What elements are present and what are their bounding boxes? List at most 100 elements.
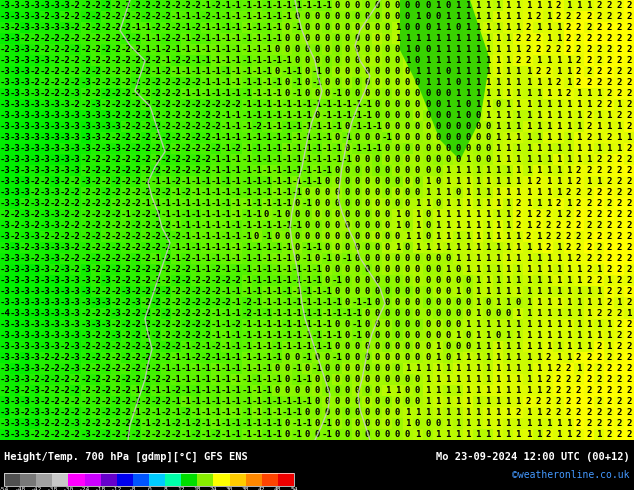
Text: 0: 0 (395, 100, 400, 109)
Text: -1: -1 (302, 254, 313, 263)
Text: -2: -2 (131, 364, 141, 373)
Text: 2: 2 (606, 23, 612, 32)
Bar (533, 275, 543, 286)
Bar (242, 165, 252, 176)
Text: -1: -1 (241, 89, 252, 98)
Bar (584, 330, 594, 341)
Bar (362, 33, 372, 44)
Text: -1: -1 (292, 78, 302, 87)
Text: -2: -2 (171, 1, 181, 10)
Bar (151, 77, 161, 88)
Text: -2: -2 (70, 100, 81, 109)
Bar (624, 165, 634, 176)
Text: -1: -1 (292, 265, 302, 274)
Text: -3: -3 (110, 309, 121, 318)
Bar (81, 220, 91, 231)
Text: -2: -2 (80, 342, 91, 351)
Text: -2: -2 (151, 188, 162, 197)
Bar (111, 110, 120, 121)
Text: 2: 2 (576, 397, 581, 406)
Text: 0: 0 (344, 232, 350, 241)
Bar (181, 242, 191, 253)
Text: 0: 0 (335, 342, 340, 351)
Text: 1: 1 (415, 364, 420, 373)
Bar (413, 22, 423, 33)
Bar (553, 110, 564, 121)
Bar (262, 319, 272, 330)
Text: 0: 0 (284, 45, 290, 54)
Text: -1: -1 (281, 177, 292, 186)
Bar (84, 473, 101, 486)
Bar (141, 66, 151, 77)
Text: 1: 1 (435, 210, 441, 219)
Bar (463, 286, 473, 297)
Bar (514, 66, 523, 77)
Bar (60, 308, 70, 319)
Bar (161, 154, 171, 165)
Text: -1: -1 (281, 342, 292, 351)
Bar (342, 220, 353, 231)
Text: -1: -1 (221, 419, 232, 428)
Bar (30, 22, 40, 33)
Bar (372, 110, 382, 121)
Bar (81, 165, 91, 176)
Bar (70, 88, 81, 99)
Text: -1: -1 (201, 342, 212, 351)
Text: 2: 2 (566, 188, 571, 197)
Bar (322, 330, 332, 341)
Text: -1: -1 (191, 408, 202, 417)
Bar (332, 33, 342, 44)
Text: -2: -2 (171, 100, 181, 109)
Text: 0: 0 (385, 199, 390, 208)
Text: -1: -1 (201, 210, 212, 219)
Text: -1: -1 (261, 397, 272, 406)
Bar (503, 330, 514, 341)
Text: -2: -2 (110, 210, 121, 219)
Bar (312, 176, 322, 187)
Bar (493, 132, 503, 143)
Text: -3: -3 (0, 287, 10, 296)
Bar (604, 297, 614, 308)
Text: 0: 0 (304, 78, 309, 87)
Bar (423, 165, 433, 176)
Text: -1: -1 (221, 89, 232, 98)
Text: -1: -1 (251, 309, 262, 318)
Bar (503, 44, 514, 55)
Bar (413, 297, 423, 308)
Bar (30, 264, 40, 275)
Text: -3: -3 (80, 320, 91, 329)
Bar (101, 429, 111, 440)
Bar (111, 154, 120, 165)
Text: -2: -2 (80, 243, 91, 252)
Bar (564, 110, 574, 121)
Text: -1: -1 (362, 111, 373, 120)
Text: -1: -1 (251, 188, 262, 197)
Bar (20, 143, 30, 154)
Text: -2: -2 (181, 144, 191, 153)
Bar (584, 264, 594, 275)
Text: 0: 0 (435, 89, 441, 98)
Bar (281, 429, 292, 440)
Bar (624, 198, 634, 209)
Text: 0: 0 (354, 243, 360, 252)
Text: 1: 1 (495, 232, 501, 241)
Bar (413, 374, 423, 385)
Text: -2: -2 (50, 419, 61, 428)
Bar (543, 418, 553, 429)
Text: -2: -2 (141, 89, 152, 98)
Text: 0: 0 (465, 309, 470, 318)
Bar (463, 242, 473, 253)
Text: 1: 1 (465, 188, 470, 197)
Text: -2: -2 (100, 45, 111, 54)
Text: -3: -3 (50, 243, 61, 252)
Bar (403, 330, 413, 341)
Text: -1: -1 (160, 199, 171, 208)
Text: -3: -3 (0, 56, 10, 65)
Bar (473, 187, 483, 198)
Text: 0: 0 (405, 89, 410, 98)
Text: 0: 0 (395, 364, 400, 373)
Text: 0: 0 (405, 177, 410, 186)
Bar (453, 341, 463, 352)
Text: -3: -3 (0, 144, 10, 153)
Text: -1: -1 (201, 199, 212, 208)
